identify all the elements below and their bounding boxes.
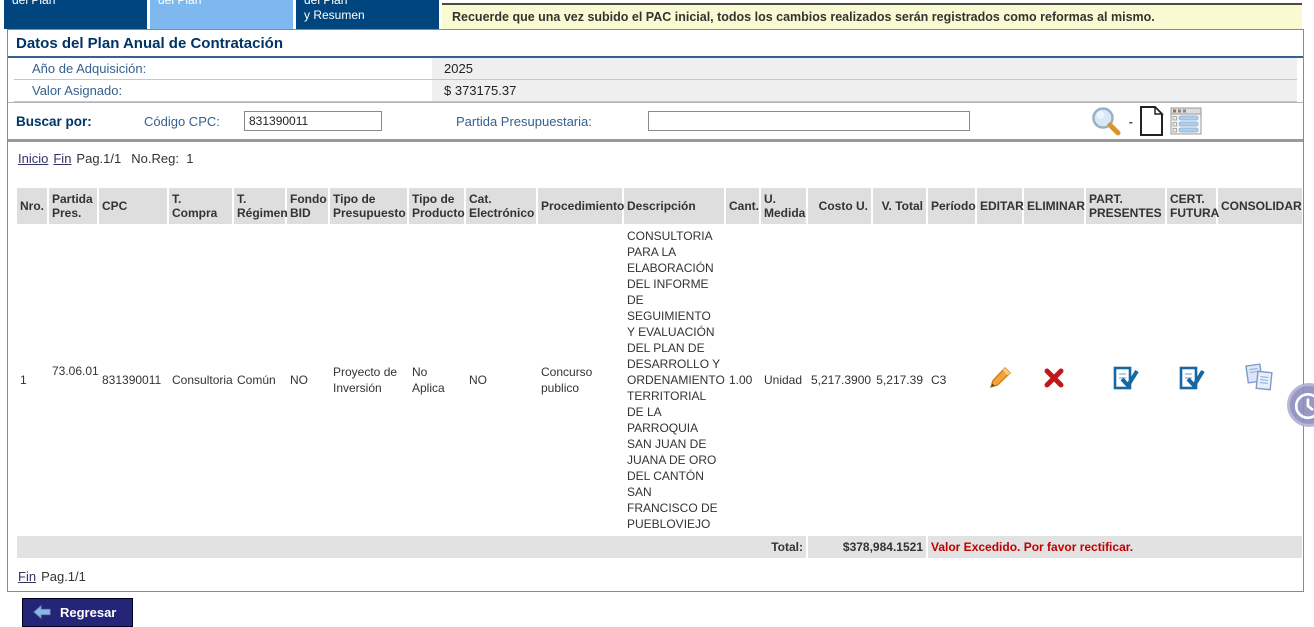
page-title: Datos del Plan Anual de Contratación	[8, 30, 1303, 58]
consolidar-copy-pages-icon[interactable]	[1244, 363, 1276, 393]
main-content-panel: Datos del Plan Anual de Contratación Año…	[7, 29, 1304, 627]
total-label: Total:	[17, 536, 806, 558]
col-header-t-compra: T. Compra	[169, 188, 232, 224]
col-header-u-medida: U. Medida	[761, 188, 806, 224]
cell-consolidar	[1218, 226, 1302, 534]
regresar-button-label: Regresar	[60, 604, 117, 620]
col-header-cert-futura: CERT. FUTURA	[1167, 188, 1219, 224]
tab-label: del Plan	[304, 0, 348, 7]
edit-pencil-icon[interactable]	[987, 365, 1013, 391]
tab-label-line2: y Resumen	[304, 8, 365, 22]
noreg-value: 1	[186, 151, 194, 166]
cell-nro: 1	[17, 226, 47, 534]
timer-clock-widget[interactable]	[1287, 383, 1314, 427]
col-header-cpc: CPC	[99, 188, 167, 224]
cell-fondo-bid: NO	[287, 226, 328, 534]
col-header-t-regimen: T. Régimen	[234, 188, 288, 224]
regresar-button[interactable]: Regresar	[22, 598, 134, 627]
cell-periodo: C3	[928, 226, 975, 534]
cpc-code-input[interactable]	[244, 111, 382, 131]
separator-dash: -	[1128, 113, 1133, 129]
col-header-tipo-producto: Tipo de Producto	[409, 188, 465, 224]
col-header-periodo: Período	[928, 188, 976, 224]
field-label-anio-adquisicion: Año de Adquisición:	[32, 61, 147, 76]
tab-label: del Plan	[12, 0, 56, 7]
col-header-costo-u: Costo U.	[808, 188, 871, 224]
cell-cpc: 831390011	[99, 226, 167, 534]
cell-eliminar	[1024, 226, 1084, 534]
pac-reform-notice: Recuerde que una vez subido el PAC inici…	[442, 3, 1302, 29]
cell-u-medida: Unidad	[761, 226, 806, 534]
pager-page-label: Pag.1/1	[76, 151, 122, 166]
field-label-valor-asignado: Valor Asignado:	[32, 83, 123, 98]
cell-procedimiento: Concurso publico	[538, 226, 622, 534]
tab-del-plan-2-active[interactable]: del Plan	[150, 0, 293, 29]
partida-presupuestaria-label: Partida Presupuestaria:	[456, 113, 592, 129]
cell-t-regimen: Común	[234, 226, 285, 534]
cell-v-total: 5,217.39	[873, 226, 926, 534]
col-header-fondo-bid: Fondo BID	[287, 188, 328, 224]
back-arrow-icon	[33, 604, 51, 620]
col-header-tipo-presupuesto: Tipo de Presupuesto	[330, 188, 407, 224]
pac-items-table: Nro. Partida Pres. CPC T. Compra T. Régi…	[15, 186, 1304, 560]
clock-icon	[1294, 393, 1314, 420]
col-header-cat-electronico: Cat. Electrónico	[466, 188, 536, 224]
partidas-presentes-doc-check-icon[interactable]	[1112, 365, 1139, 392]
pager-fin-link-bottom[interactable]: Fin	[18, 569, 37, 584]
top-tab-strip: del Plan del Plan del Plan y Resumen Rec…	[4, 0, 1302, 29]
field-row-anio: Año de Adquisición: 2025	[14, 58, 1297, 80]
pager-page-label-bottom: Pag.1/1	[41, 569, 86, 584]
delete-x-icon[interactable]	[1042, 366, 1066, 390]
cpc-code-label: Código CPC:	[144, 113, 220, 129]
col-header-nro: Nro.	[17, 188, 47, 224]
search-bar: Buscar por: Código CPC: Partida Presupue…	[8, 102, 1303, 142]
cell-cert-futura	[1167, 226, 1216, 534]
col-header-consolidar: CONSOLIDAR	[1218, 188, 1302, 224]
field-row-valor: Valor Asignado: $ 373175.37	[14, 80, 1297, 102]
total-row: Total: $378,984.1521 Valor Excedido. Por…	[17, 536, 1302, 558]
col-header-editar: EDITAR	[977, 188, 1024, 224]
cell-t-compra: Consultoria	[169, 226, 233, 534]
total-exceeded-warning: Valor Excedido. Por favor rectificar.	[928, 536, 1302, 558]
list-view-icon[interactable]	[1170, 107, 1203, 135]
table-row: 1 73.06.01 831390011 Consultoria Común N…	[17, 226, 1302, 534]
pager-inicio-link[interactable]: Inicio	[18, 151, 49, 166]
col-header-procedimiento: Procedimiento	[538, 188, 624, 224]
col-header-descripcion: Descripción	[624, 188, 724, 224]
cell-part-presentes	[1086, 226, 1165, 534]
field-value-valor-asignado: $ 373175.37	[432, 80, 1297, 101]
col-header-eliminar: ELIMINAR	[1024, 188, 1085, 224]
tab-label: del Plan	[158, 0, 202, 7]
search-by-label: Buscar por:	[16, 113, 92, 129]
cell-descripcion: CONSULTORIA PARA LA ELABORACIÓN DEL INFO…	[624, 226, 725, 534]
cell-tipo-producto: No Aplica	[409, 226, 464, 534]
field-value-anio-adquisicion: 2025	[432, 58, 1297, 79]
cell-editar	[977, 226, 1022, 534]
cell-partida: 73.06.01	[49, 226, 99, 534]
col-header-part-presentes: PART. PRESENTES	[1086, 188, 1165, 224]
search-action-icons: -	[1089, 105, 1203, 137]
col-header-v-total: V. Total	[873, 188, 926, 224]
cell-tipo-presupuesto: Proyecto de Inversión	[330, 226, 407, 534]
partida-presupuestaria-input[interactable]	[648, 111, 970, 131]
pager-bottom: Fin Pag.1/1	[8, 560, 1303, 588]
col-header-cant: Cant.	[726, 188, 759, 224]
cell-cant: 1.00	[726, 226, 759, 534]
certificacion-futura-doc-check-icon[interactable]	[1178, 365, 1205, 392]
cell-costo-u: 5,217.3900	[808, 226, 871, 534]
total-value: $378,984.1521	[808, 536, 926, 558]
tab-del-plan-y-resumen[interactable]: del Plan y Resumen	[296, 0, 439, 29]
pager-fin-link[interactable]: Fin	[53, 151, 72, 166]
col-header-partida: Partida Pres.	[49, 188, 97, 224]
new-document-icon[interactable]	[1139, 106, 1164, 136]
search-icon[interactable]	[1089, 105, 1123, 137]
pager-top: Inicio Fin Pag.1/1 No.Reg: 1	[8, 142, 1303, 170]
tab-del-plan-1[interactable]: del Plan	[4, 0, 147, 29]
table-header-row: Nro. Partida Pres. CPC T. Compra T. Régi…	[17, 188, 1302, 224]
cell-cat-electronico: NO	[466, 226, 536, 534]
noreg-label: No.Reg:	[131, 151, 179, 166]
